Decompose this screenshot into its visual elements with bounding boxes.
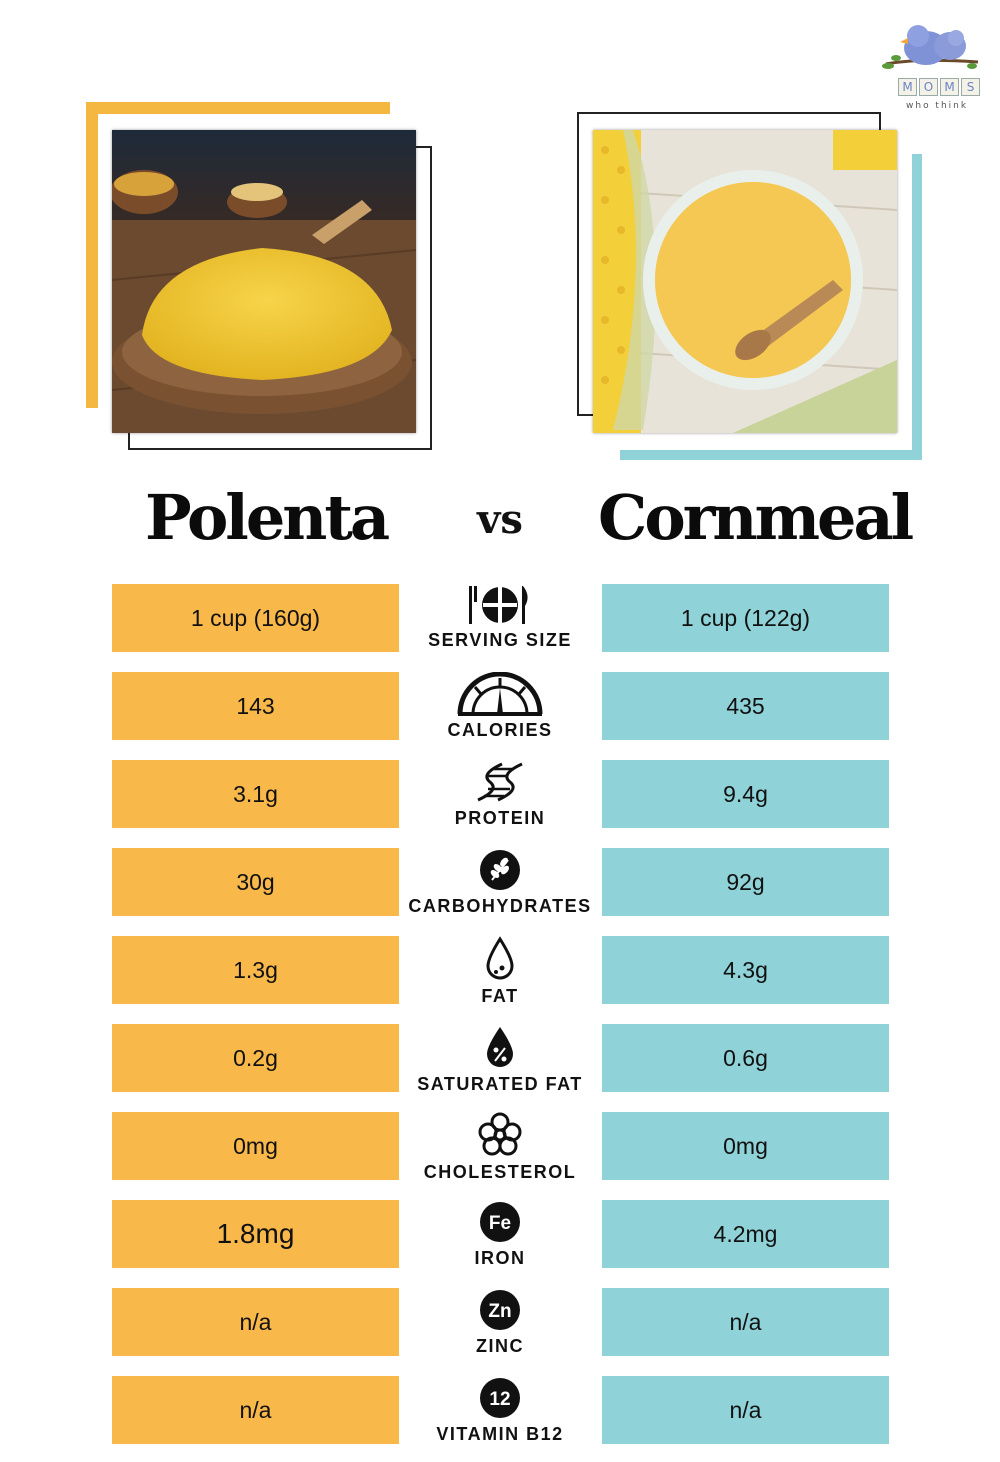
b12-icon-text: 12	[489, 1389, 510, 1410]
row-label: CALORIES	[447, 720, 553, 740]
left-value: 30g	[112, 848, 399, 916]
row-label: CHOLESTEROL	[423, 1162, 577, 1182]
molecule-icon	[478, 1112, 522, 1156]
zn-icon: Zn	[480, 1290, 520, 1330]
left-value: 3.1g	[112, 760, 399, 828]
logo-letter: S	[961, 78, 980, 96]
bird-icon	[882, 25, 979, 69]
row-label: CARBOHYDRATES	[408, 896, 592, 916]
utensils-plate-icon	[469, 586, 528, 624]
nutrition-row-saturated-fat: 0.2g SATURATED FAT 0.6g	[0, 1024, 1000, 1094]
nutrition-row-calories: 143 CALORIES 435	[0, 672, 1000, 742]
nutrition-row-carbohydrates: 30g CARBOHYDRATES 92g	[0, 848, 1000, 918]
row-label: SERVING SIZE	[428, 630, 572, 650]
left-value: n/a	[112, 1376, 399, 1444]
right-value: 4.2mg	[602, 1200, 889, 1268]
fe-icon-text: Fe	[489, 1213, 511, 1234]
right-value: 435	[602, 672, 889, 740]
row-label: ZINC	[476, 1336, 524, 1356]
right-value: 92g	[602, 848, 889, 916]
left-food-title: Polenta	[145, 481, 390, 554]
left-value: 1 cup (160g)	[112, 584, 399, 652]
wheat-icon	[480, 850, 520, 890]
row-label: VITAMIN B12	[436, 1424, 564, 1444]
left-value: 0.2g	[112, 1024, 399, 1092]
cornmeal-photo	[593, 130, 897, 433]
fe-icon: Fe	[480, 1202, 520, 1242]
logo-letter: O	[919, 78, 938, 96]
nutrition-row-iron: 1.8mg Fe IRON 4.2mg	[0, 1200, 1000, 1270]
percent-drop-icon	[487, 1027, 513, 1067]
left-value: 1.3g	[112, 936, 399, 1004]
b12-icon: 12	[480, 1378, 520, 1418]
logo-letter: M	[940, 78, 959, 96]
row-label: IRON	[474, 1248, 526, 1268]
right-value: 1 cup (122g)	[602, 584, 889, 652]
moms-who-think-logo: M O M S who think	[878, 18, 984, 118]
left-value: n/a	[112, 1288, 399, 1356]
right-value: n/a	[602, 1288, 889, 1356]
vs-label: vs	[477, 496, 523, 543]
left-frame-accent	[86, 102, 390, 408]
nutrition-row-serving-size: 1 cup (160g) SERVING SIZE 1 cup (122g)	[0, 584, 1000, 654]
right-value: 0.6g	[602, 1024, 889, 1092]
row-label: PROTEIN	[454, 808, 546, 828]
left-value: 143	[112, 672, 399, 740]
nutrition-row-cholesterol: 0mg CHOLESTEROL 0mg	[0, 1112, 1000, 1182]
polenta-photo	[112, 130, 416, 433]
nutrition-row-vitamin-b12: n/a 12 VITAMIN B12 n/a	[0, 1376, 1000, 1446]
right-value: 9.4g	[602, 760, 889, 828]
right-value: n/a	[602, 1376, 889, 1444]
logo-letter: M	[898, 78, 917, 96]
logo-tagline: who think	[906, 101, 969, 111]
nutrition-row-protein: 3.1g PROTEIN 9.4g	[0, 760, 1000, 830]
nutrition-row-zinc: n/a Zn ZINC n/a	[0, 1288, 1000, 1358]
right-value: 0mg	[602, 1112, 889, 1180]
right-food-title: Cornmeal	[598, 481, 914, 554]
left-value: 1.8mg	[112, 1200, 399, 1268]
droplet-icon	[486, 936, 514, 980]
right-frame-accent	[620, 154, 922, 460]
gauge-icon	[457, 672, 543, 716]
row-label: SATURATED FAT	[417, 1074, 583, 1094]
zn-icon-text: Zn	[488, 1301, 511, 1322]
right-value: 4.3g	[602, 936, 889, 1004]
left-value: 0mg	[112, 1112, 399, 1180]
row-label: FAT	[481, 986, 519, 1006]
dna-icon	[477, 762, 523, 802]
nutrition-row-fat: 1.3g FAT 4.3g	[0, 936, 1000, 1006]
